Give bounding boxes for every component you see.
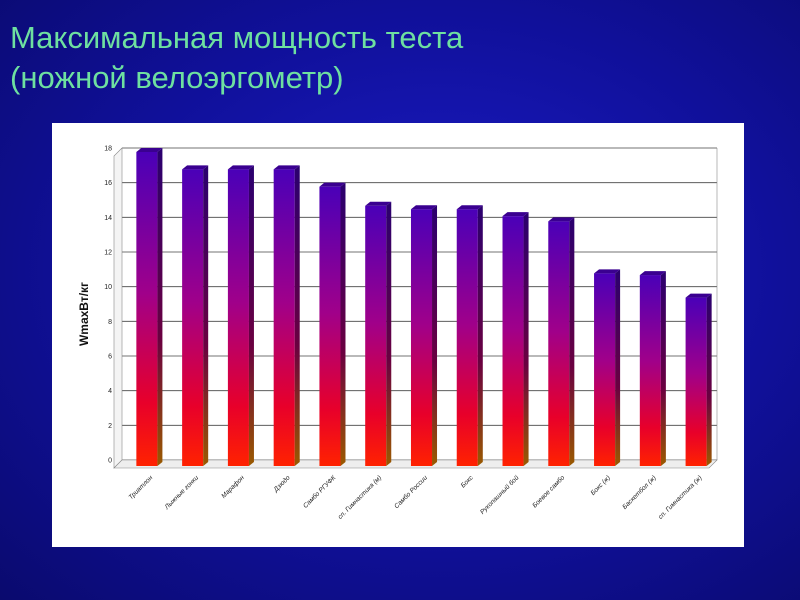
y-tick-label: 10 (104, 284, 112, 291)
bar (594, 269, 621, 466)
category-label: Боевое самбо (531, 473, 567, 509)
category-label: Бокс (460, 474, 475, 489)
bar (365, 201, 392, 466)
y-tick-label: 14 (104, 215, 112, 222)
slide-title: Максимальная мощность теста (ножной вело… (10, 18, 770, 98)
slide-title-line-2: (ножной велоэргометр) (10, 60, 344, 95)
category-label: Самбо РГУФК (301, 473, 338, 510)
y-tick-label: 6 (108, 354, 112, 361)
y-tick-label: 2 (108, 423, 112, 430)
y-tick-label: 8 (108, 319, 112, 326)
bar (227, 165, 254, 467)
category-label: Дзюдо (271, 473, 292, 494)
bar (319, 182, 346, 466)
category-label: Рукопашный бой (478, 473, 520, 515)
bar (182, 165, 209, 467)
y-tick-label: 4 (108, 388, 112, 395)
y-axis-label: WmaxВт/кг (77, 282, 91, 346)
bar (639, 271, 666, 466)
y-tick-label: 16 (104, 180, 112, 187)
bar (136, 148, 163, 466)
left-wall (113, 147, 123, 469)
bar (685, 293, 712, 466)
y-tick-label: 12 (104, 250, 112, 257)
bar-layer (136, 148, 712, 467)
chart-panel: 0 2 4 6 8 10 12 14 16 18 WmaxВт/кг Триатлон Лыжные г… (52, 123, 744, 547)
category-label: Лыжные гонки (163, 474, 200, 511)
slide-title-line-1: Максимальная мощность теста (10, 20, 464, 55)
bar (273, 165, 300, 467)
bar (502, 212, 529, 466)
category-label: Марафон (220, 474, 246, 500)
y-tick-label: 18 (104, 146, 112, 153)
bar (410, 205, 438, 466)
category-label: Триатлон (128, 474, 155, 501)
bar-chart: 0 2 4 6 8 10 12 14 16 18 WmaxВт/кг Триатлон Лыжные г… (77, 146, 718, 521)
category-label: сп. Гимнастика (м) (337, 474, 383, 520)
category-label: Баскетбол (ж) (621, 474, 658, 511)
category-label: Самбо России (392, 473, 429, 510)
category-label: сп. Гимнастика (ж) (657, 474, 703, 520)
bar (456, 205, 483, 466)
category-label: Бокс (ж) (590, 474, 612, 496)
y-tick-label: 0 (108, 458, 112, 465)
bar (548, 217, 575, 466)
